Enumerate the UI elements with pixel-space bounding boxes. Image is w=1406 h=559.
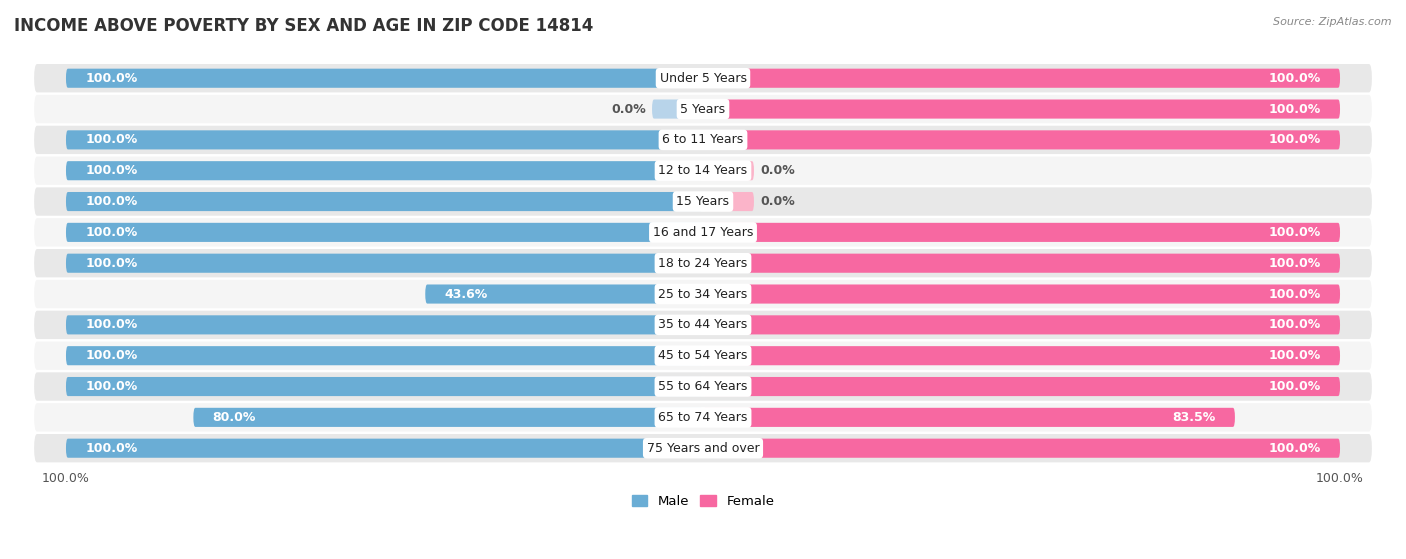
FancyBboxPatch shape — [34, 280, 1372, 308]
Text: 100.0%: 100.0% — [1268, 287, 1320, 301]
Text: 83.5%: 83.5% — [1173, 411, 1216, 424]
FancyBboxPatch shape — [66, 254, 703, 273]
FancyBboxPatch shape — [34, 187, 1372, 216]
FancyBboxPatch shape — [703, 161, 754, 180]
FancyBboxPatch shape — [703, 100, 1340, 119]
Text: 0.0%: 0.0% — [761, 195, 794, 208]
Text: 35 to 44 Years: 35 to 44 Years — [658, 319, 748, 331]
FancyBboxPatch shape — [66, 161, 703, 180]
FancyBboxPatch shape — [703, 192, 754, 211]
FancyBboxPatch shape — [34, 311, 1372, 339]
FancyBboxPatch shape — [66, 69, 703, 88]
Text: Under 5 Years: Under 5 Years — [659, 72, 747, 85]
Text: 100.0%: 100.0% — [1268, 380, 1320, 393]
Text: Source: ZipAtlas.com: Source: ZipAtlas.com — [1274, 17, 1392, 27]
FancyBboxPatch shape — [703, 69, 1340, 88]
Text: INCOME ABOVE POVERTY BY SEX AND AGE IN ZIP CODE 14814: INCOME ABOVE POVERTY BY SEX AND AGE IN Z… — [14, 17, 593, 35]
Text: 6 to 11 Years: 6 to 11 Years — [662, 134, 744, 146]
Text: 100.0%: 100.0% — [86, 195, 138, 208]
Text: 100.0%: 100.0% — [86, 257, 138, 269]
Text: 100.0%: 100.0% — [1268, 349, 1320, 362]
FancyBboxPatch shape — [66, 315, 703, 334]
Text: 100.0%: 100.0% — [1268, 134, 1320, 146]
Text: 100.0%: 100.0% — [86, 72, 138, 85]
Text: 100.0%: 100.0% — [1268, 102, 1320, 116]
Text: 100.0%: 100.0% — [1268, 72, 1320, 85]
FancyBboxPatch shape — [425, 285, 703, 304]
Text: 5 Years: 5 Years — [681, 102, 725, 116]
FancyBboxPatch shape — [703, 439, 1340, 458]
Text: 100.0%: 100.0% — [1268, 442, 1320, 454]
Text: 100.0%: 100.0% — [86, 442, 138, 454]
FancyBboxPatch shape — [703, 130, 1340, 149]
Text: 100.0%: 100.0% — [1268, 226, 1320, 239]
Text: 18 to 24 Years: 18 to 24 Years — [658, 257, 748, 269]
Text: 100.0%: 100.0% — [86, 164, 138, 177]
Legend: Male, Female: Male, Female — [626, 490, 780, 513]
Text: 100.0%: 100.0% — [86, 226, 138, 239]
FancyBboxPatch shape — [34, 434, 1372, 462]
FancyBboxPatch shape — [703, 315, 1340, 334]
FancyBboxPatch shape — [34, 372, 1372, 401]
Text: 25 to 34 Years: 25 to 34 Years — [658, 287, 748, 301]
FancyBboxPatch shape — [703, 223, 1340, 242]
FancyBboxPatch shape — [66, 192, 703, 211]
FancyBboxPatch shape — [703, 254, 1340, 273]
FancyBboxPatch shape — [34, 157, 1372, 185]
FancyBboxPatch shape — [66, 346, 703, 365]
Text: 65 to 74 Years: 65 to 74 Years — [658, 411, 748, 424]
FancyBboxPatch shape — [703, 346, 1340, 365]
FancyBboxPatch shape — [34, 249, 1372, 277]
FancyBboxPatch shape — [34, 95, 1372, 123]
Text: 100.0%: 100.0% — [1268, 257, 1320, 269]
Text: 16 and 17 Years: 16 and 17 Years — [652, 226, 754, 239]
Text: 100.0%: 100.0% — [86, 134, 138, 146]
FancyBboxPatch shape — [703, 377, 1340, 396]
FancyBboxPatch shape — [34, 342, 1372, 370]
FancyBboxPatch shape — [66, 377, 703, 396]
Text: 100.0%: 100.0% — [86, 319, 138, 331]
FancyBboxPatch shape — [703, 285, 1340, 304]
FancyBboxPatch shape — [34, 218, 1372, 247]
FancyBboxPatch shape — [34, 126, 1372, 154]
Text: 15 Years: 15 Years — [676, 195, 730, 208]
FancyBboxPatch shape — [652, 100, 703, 119]
Text: 0.0%: 0.0% — [761, 164, 794, 177]
Text: 55 to 64 Years: 55 to 64 Years — [658, 380, 748, 393]
Text: 100.0%: 100.0% — [1268, 319, 1320, 331]
FancyBboxPatch shape — [34, 403, 1372, 432]
FancyBboxPatch shape — [34, 64, 1372, 92]
Text: 12 to 14 Years: 12 to 14 Years — [658, 164, 748, 177]
Text: 80.0%: 80.0% — [212, 411, 256, 424]
Text: 45 to 54 Years: 45 to 54 Years — [658, 349, 748, 362]
FancyBboxPatch shape — [194, 408, 703, 427]
FancyBboxPatch shape — [703, 408, 1234, 427]
Text: 75 Years and over: 75 Years and over — [647, 442, 759, 454]
FancyBboxPatch shape — [66, 130, 703, 149]
FancyBboxPatch shape — [66, 439, 703, 458]
Text: 43.6%: 43.6% — [444, 287, 488, 301]
Text: 0.0%: 0.0% — [612, 102, 645, 116]
Text: 100.0%: 100.0% — [86, 349, 138, 362]
FancyBboxPatch shape — [66, 223, 703, 242]
Text: 100.0%: 100.0% — [86, 380, 138, 393]
